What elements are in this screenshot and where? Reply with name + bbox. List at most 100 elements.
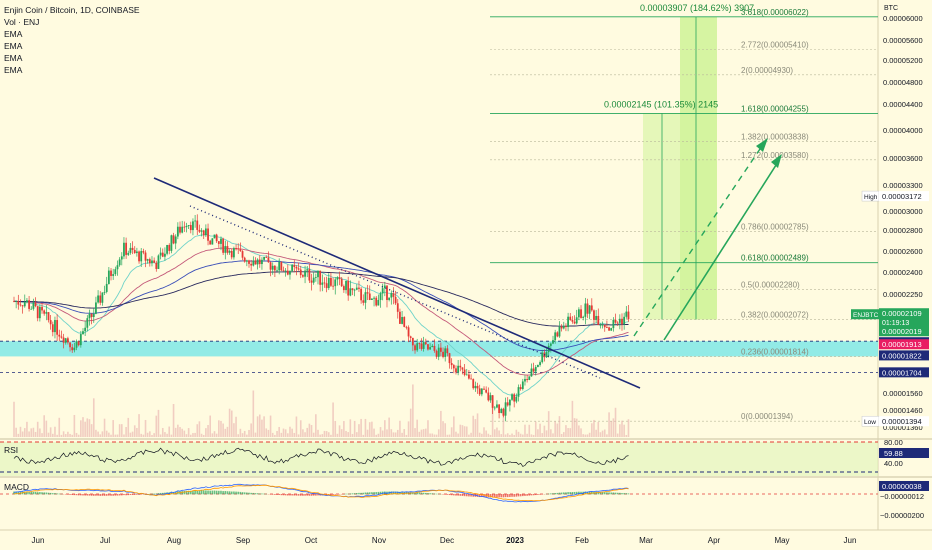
indicator-volume[interactable]: Vol · ENJ [4, 17, 40, 27]
macd-histogram-bar [222, 491, 224, 495]
macd-histogram-bar [416, 492, 418, 495]
volume-bar [30, 428, 33, 437]
candle-body [532, 368, 535, 372]
macd-line [13, 483, 629, 503]
volume-bar [228, 408, 231, 437]
candle-body [580, 309, 582, 318]
price-tick-0: 0.00006000 [883, 14, 923, 23]
candle-body [360, 288, 363, 301]
volume-bar [390, 429, 393, 437]
candle-body [450, 363, 453, 366]
candle-body [483, 388, 485, 390]
volume-bar [554, 421, 556, 437]
macd-histogram-bar [420, 492, 423, 495]
volume-bar [121, 424, 123, 437]
macd-histogram-bar [526, 494, 528, 496]
candle-body [526, 378, 529, 380]
candle-body [133, 249, 136, 254]
macd-histogram-bar [345, 493, 347, 495]
macd-histogram-bar [429, 493, 431, 495]
candle-body [233, 248, 235, 258]
candle-body [351, 288, 354, 291]
volume-bar [463, 426, 466, 437]
volume-bar [151, 434, 153, 437]
macd-histogram-bar [189, 490, 192, 495]
candle-body [213, 234, 216, 239]
volume-bar [562, 432, 565, 437]
candle-body [593, 310, 595, 320]
candle-body [459, 365, 462, 368]
volume-bar [606, 434, 608, 437]
indicator-ema-4[interactable]: EMA [4, 65, 23, 75]
volume-bar [481, 433, 483, 437]
volume-bar [243, 430, 246, 437]
indicator-ema-3[interactable]: EMA [4, 53, 23, 63]
candle-body [457, 365, 460, 373]
volume-bar [593, 419, 595, 437]
candle-body [118, 259, 121, 266]
macd-histogram-bar [226, 491, 229, 495]
volume-bar [34, 431, 37, 437]
macd-histogram-bar [194, 490, 196, 495]
candle-body [314, 277, 317, 278]
macd-histogram-bar [129, 494, 132, 495]
candle-body [51, 324, 54, 333]
volume-bar [502, 408, 505, 437]
volume-bar [468, 434, 470, 437]
volume-bar [256, 416, 259, 437]
volume-bar [347, 432, 349, 437]
volume-bar [183, 430, 186, 437]
macd-histogram-bar [379, 491, 382, 495]
volume-bar [575, 418, 578, 437]
macd-histogram-bar [498, 494, 500, 498]
volume-bar [28, 431, 30, 437]
volume-bar [541, 433, 544, 437]
volume-bar [427, 420, 429, 437]
volume-bar [250, 423, 252, 437]
candle-body [174, 236, 177, 244]
rsi-value: 59.88 [884, 449, 903, 458]
candle-body [519, 387, 522, 390]
volume-bar [291, 428, 293, 437]
macd-histogram-bar [151, 493, 153, 495]
macd-histogram-bar [453, 494, 455, 496]
macd-histogram-bar [116, 494, 119, 496]
volume-bar [177, 424, 179, 437]
candle-body [347, 280, 350, 296]
volume-bar [332, 402, 334, 437]
candle-body [95, 302, 97, 314]
macd-histogram-bar [90, 494, 93, 496]
macd-histogram-bar [310, 494, 313, 496]
macd-histogram-bar [375, 492, 378, 495]
volume-bar [58, 417, 61, 437]
candle-body [123, 242, 125, 257]
volume-bar [136, 427, 138, 437]
macd-histogram-bar [621, 493, 623, 495]
volume-bar [293, 432, 296, 437]
macd-histogram-bar [97, 494, 99, 496]
volume-bar [377, 433, 380, 437]
indicator-ema-1[interactable]: EMA [4, 29, 23, 39]
indicator-ema-2[interactable]: EMA [4, 41, 23, 51]
symbol-title[interactable]: Enjin Coin / Bitcoin, 1D, COINBASE [4, 5, 140, 15]
candle-body [575, 317, 578, 324]
macd-histogram-bar [235, 491, 237, 495]
candle-body [517, 387, 520, 397]
volume-bar [252, 390, 255, 437]
volume-bar [125, 427, 127, 437]
macd-histogram-bar [418, 492, 421, 495]
volume-bar [261, 419, 263, 437]
macd-histogram-bar [537, 494, 539, 495]
candle-body [105, 283, 108, 292]
volume-bar [437, 429, 440, 437]
macd-histogram-bar [230, 491, 233, 495]
candle-body [73, 347, 76, 351]
volume-bar [49, 427, 52, 437]
price-tick-12: 0.00002250 [883, 290, 923, 299]
candle-body [416, 343, 419, 351]
fib-label-4: 1.382(0.00003838) [741, 132, 809, 141]
volume-bar [353, 420, 356, 437]
volume-bar [440, 410, 442, 437]
volume-bar [205, 428, 207, 437]
